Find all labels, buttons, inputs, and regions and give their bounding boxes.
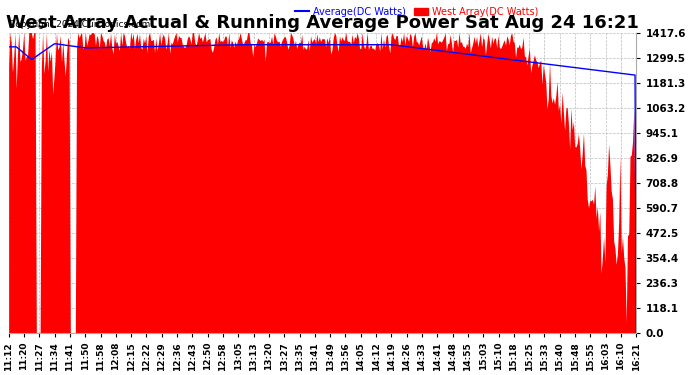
- Title: West Array Actual & Running Average Power Sat Aug 24 16:21: West Array Actual & Running Average Powe…: [6, 14, 639, 32]
- Text: Copyright 2024 Curtronics.com: Copyright 2024 Curtronics.com: [9, 21, 150, 30]
- Legend: Average(DC Watts), West Array(DC Watts): Average(DC Watts), West Array(DC Watts): [290, 3, 542, 21]
